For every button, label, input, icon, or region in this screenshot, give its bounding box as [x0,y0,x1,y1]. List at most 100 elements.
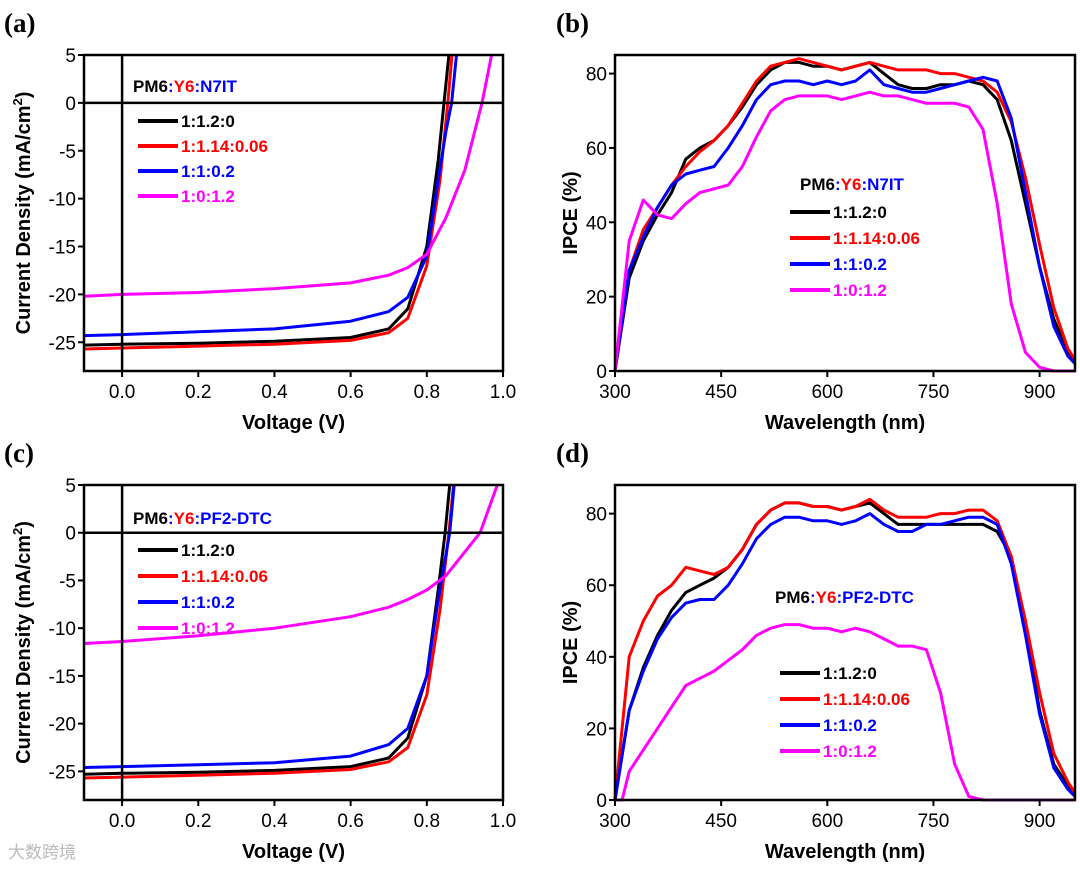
x-tick-label: 900 [1024,811,1056,832]
y-tick-label: 0 [596,791,607,812]
legend-title-part: PM6 [800,175,835,194]
legend-title-part: Y6 [841,175,862,194]
legend-title-part: : [168,509,174,528]
y-tick-label: -20 [49,285,76,306]
y-axis-title-text: IPCE (%) [560,171,582,254]
series-line-1:1:0.2 [83,54,458,338]
legend-title-part: Y6 [174,509,195,528]
y-tick-label: 5 [65,476,76,497]
y-axis-title: Current Density (mA/cm2) [10,92,35,335]
legend-label: 1:1:0.2 [181,162,235,181]
legend-title-part: :N7IT [194,77,237,96]
x-axis-title: Wavelength (nm) [765,841,925,863]
x-tick-label: 750 [918,811,950,832]
x-tick-label: 0.8 [414,811,440,832]
y-axis-title: Current Density (mA/cm2) [10,521,35,764]
y-tick-label: -25 [49,333,76,354]
y-tick-label: 0 [65,524,76,545]
x-tick-label: 900 [1024,382,1056,403]
y-tick-label: -5 [59,142,76,163]
x-tick-label: 0.2 [185,811,211,832]
legend-title-part: :PF2-DTC [836,588,913,607]
series-line-1:0:1.2 [613,90,1075,373]
y-axis-title-superscript: 2 [10,528,25,535]
x-tick-label: 450 [705,811,737,832]
legend-label: 1:1:0.2 [823,716,877,735]
legend-label: 1:0:1.2 [833,281,887,300]
legend-title-part: : [810,588,816,607]
plot-top-mask [84,445,513,485]
y-tick-label: -25 [49,762,76,783]
x-axis-title: Wavelength (nm) [765,412,925,434]
y-axis-title-text: Current Density (mA/cm [13,105,35,334]
x-tick-label: 750 [918,382,950,403]
y-axis-title: IPCE (%) [560,171,582,254]
y-tick-label: -10 [49,619,76,640]
panel-c-jv-curve: (c) 0.0 0.2 0.4 0.6 0.8 1.0 5 0 -5 -10 -15 -20 -25 Vol… [4,438,516,863]
panel-a-jv-curve: (a) 0.0 0.2 0.4 0.6 0.8 1.0 5 0 -5 -10 -15 -20 -25 Vol… [4,8,516,434]
series-line-1:0:1.2 [83,54,494,298]
legend-label: 1:1.14:0.06 [181,137,268,156]
legend-label: 1:0:1.2 [181,187,235,206]
legend-label: 1:1.2:0 [181,541,235,560]
legend-title-part: : [835,175,841,194]
x-tick-label: 450 [705,382,737,403]
x-tick-label: 300 [599,811,631,832]
y-axis-title: IPCE (%) [560,601,582,684]
panel-d-ipce: (d) 300 450 600 750 900 0 20 40 60 80 Wavelength (n… [556,438,1080,863]
x-tick-label: 0.2 [185,382,211,403]
legend-label: 1:1.2:0 [181,112,235,131]
legend-title-part: :N7IT [861,175,904,194]
panel-label: (d) [556,438,589,468]
series-line-1:0:1.2 [615,623,1075,802]
y-tick-label: -10 [49,190,76,211]
legend-title-part: : [168,77,174,96]
x-tick-label: 300 [599,382,631,403]
x-tick-label: 0.4 [261,811,288,832]
legend-label: 1:1.14:0.06 [823,690,910,709]
x-axis-title: Voltage (V) [242,412,345,434]
series-line-1:1.2:0 [83,484,452,776]
x-axis-title: Voltage (V) [242,841,345,863]
y-axis-title-tail: ) [13,92,35,99]
y-tick-label: 40 [586,648,607,669]
y-tick-label: 0 [596,362,607,383]
y-tick-label: -15 [49,667,76,688]
legend-title-part: :PF2-DTC [194,509,271,528]
legend-label: 1:1.14:0.06 [833,229,920,248]
x-tick-label: 0.6 [337,811,363,832]
series-line-1:1:0.2 [613,512,1077,801]
x-tick-label: 1.0 [490,811,516,832]
x-tick-label: 0.8 [414,382,440,403]
y-tick-label: 60 [586,576,607,597]
plot-top-mask [615,445,1080,485]
panel-b-ipce: (b) 300 450 600 750 900 0 20 40 60 80 Wavelength (n… [556,8,1080,434]
legend-title-part: PM6 [775,588,810,607]
panel-label: (b) [556,8,589,38]
legend-title-part: PM6 [133,77,168,96]
series-line-1:1.2:0 [83,54,451,347]
x-tick-label: 0.4 [261,382,288,403]
plot-frame [613,53,1077,373]
legend-label: 1:1.2:0 [833,203,887,222]
y-tick-label: 60 [586,139,607,160]
legend-label: 1:1.2:0 [823,664,877,683]
legend-label: 1:0:1.2 [181,619,235,638]
x-tick-label: 0.6 [337,382,363,403]
legend-title: PM6:Y6:N7IT [133,77,238,96]
x-tick-label: 600 [811,382,843,403]
legend-title: PM6:Y6:N7IT [800,175,905,194]
x-tick-label: 0.0 [109,382,135,403]
plot-top-mask [615,15,1080,55]
y-tick-label: 40 [586,213,607,234]
series-line-1:0:1.2 [83,484,499,645]
legend-label: 1:1:0.2 [181,593,235,612]
y-tick-label: -20 [49,715,76,736]
panel-label: (a) [4,8,35,38]
y-axis-title-text: IPCE (%) [560,601,582,684]
plot-frame [82,53,505,373]
y-tick-label: -15 [49,238,76,259]
y-tick-label: 80 [586,65,607,86]
series-line-1:1.14:0.06 [613,497,1077,801]
